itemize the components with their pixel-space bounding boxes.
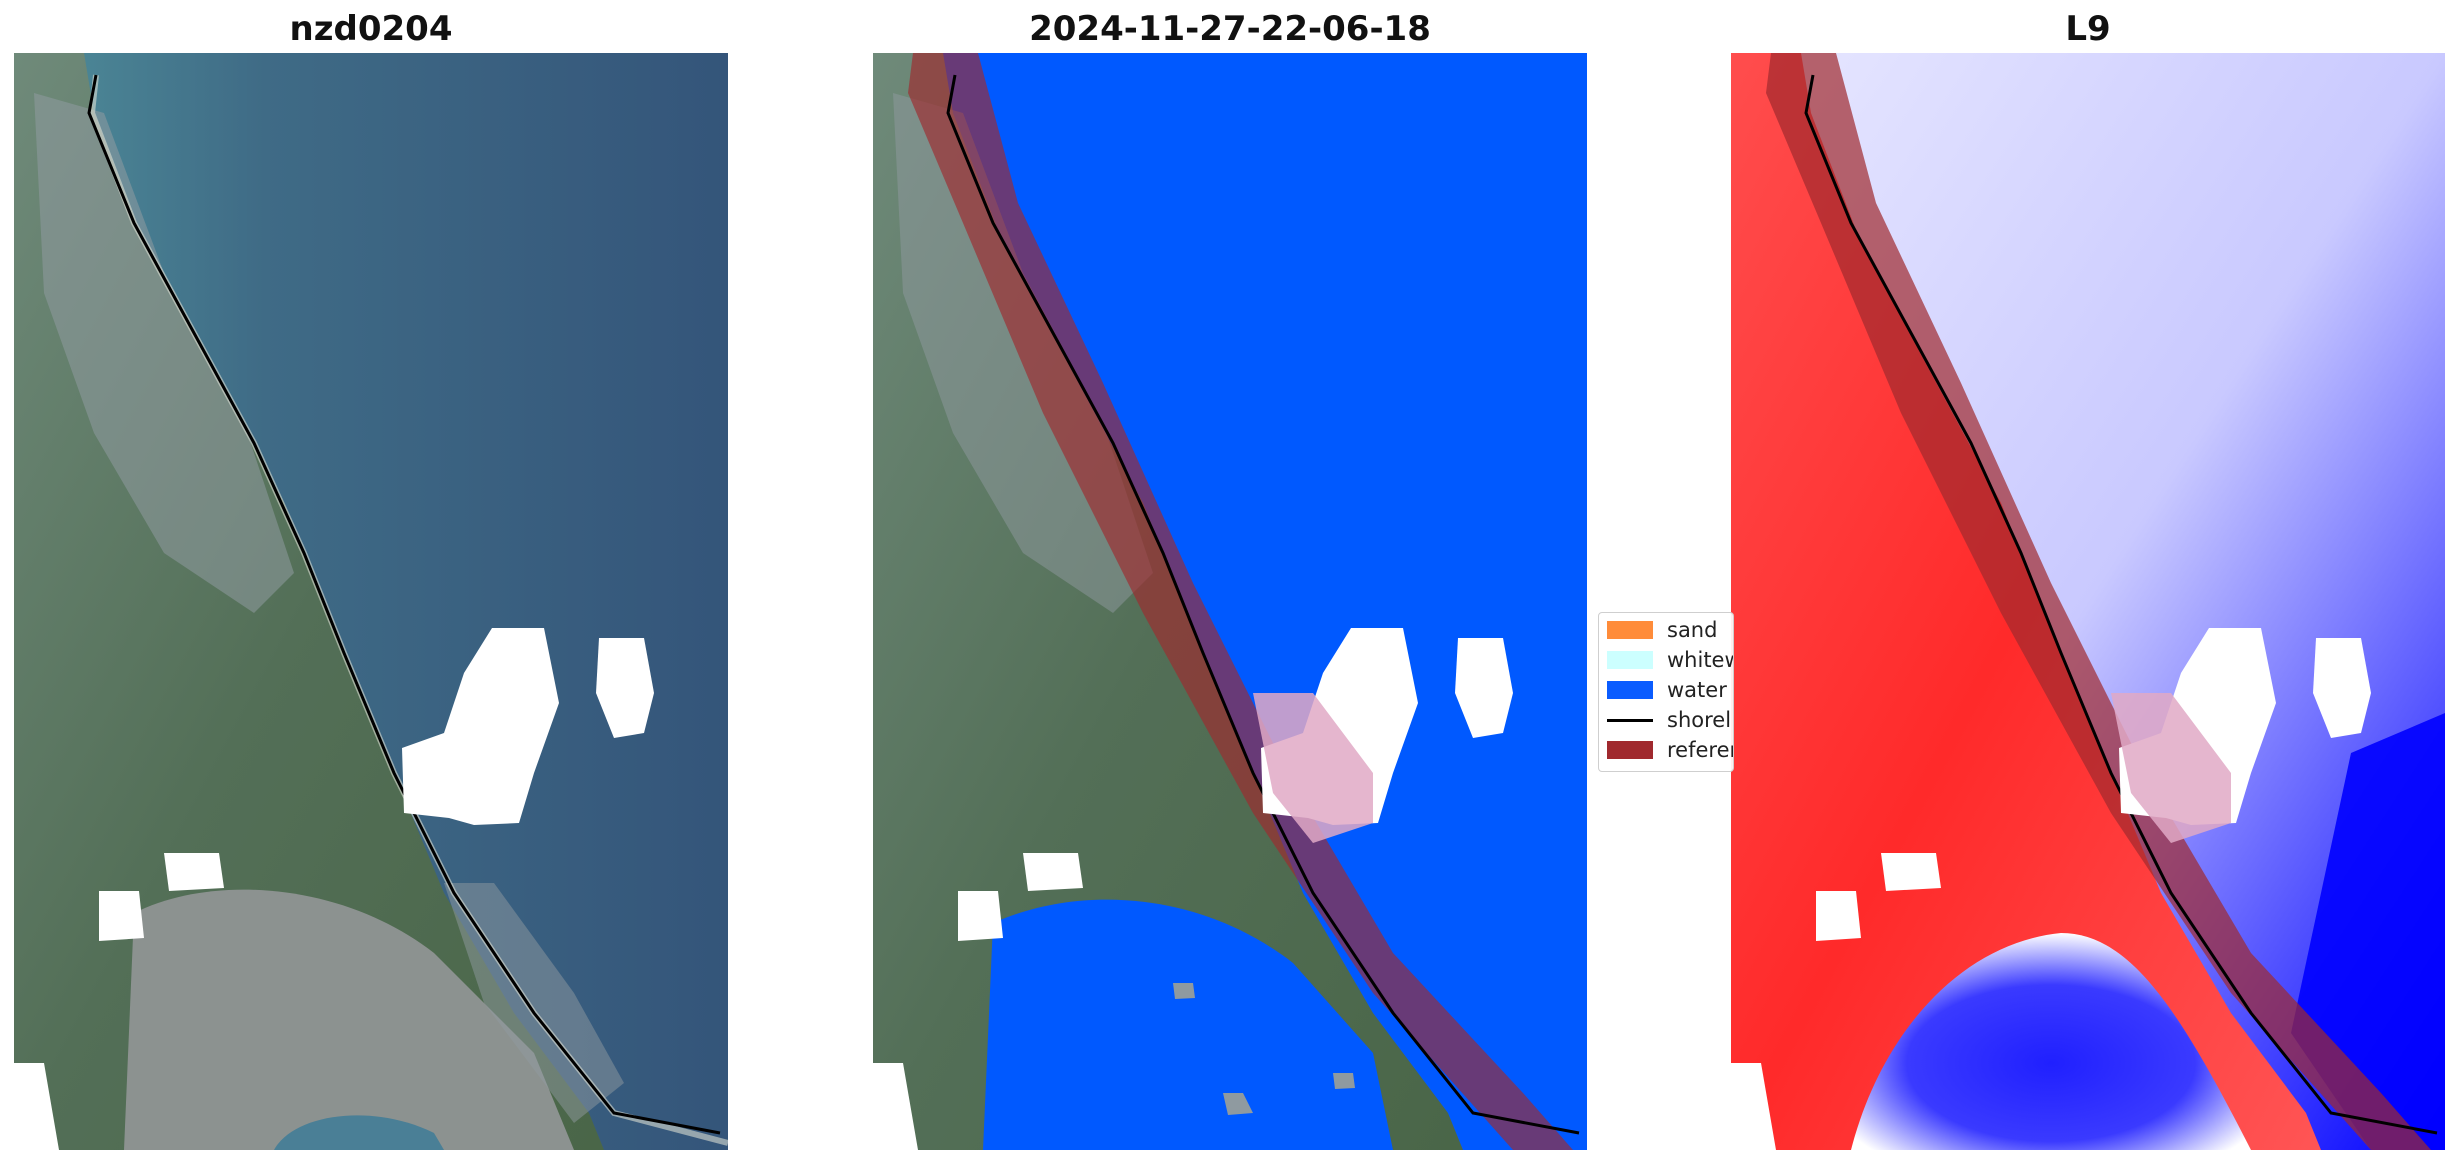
legend-label: sand — [1667, 618, 1718, 642]
sand-swatch — [1607, 621, 1653, 639]
legend-item-water: water — [1607, 677, 1727, 703]
index-map-image — [1731, 53, 2445, 1150]
legend-label: shorel — [1667, 708, 1732, 732]
legend-label: water — [1667, 678, 1727, 702]
classification-image — [873, 53, 1587, 1150]
panel-title-index: L9 — [2065, 9, 2111, 49]
legend-item-reference: referer — [1607, 737, 1734, 763]
legend-item-shoreline: shorel — [1607, 707, 1731, 733]
reference-swatch — [1607, 741, 1653, 759]
legend-item-sand: sand — [1607, 617, 1717, 643]
legend-label: referer — [1667, 738, 1734, 762]
panel-title-rgb: nzd0204 — [289, 9, 453, 49]
rgb-satellite-image — [14, 53, 728, 1150]
panel-title-classification: 2024-11-27-22-06-18 — [1029, 9, 1431, 49]
whitewater-swatch — [1607, 651, 1653, 669]
water-swatch — [1607, 681, 1653, 699]
shoreline-line — [1607, 718, 1653, 722]
